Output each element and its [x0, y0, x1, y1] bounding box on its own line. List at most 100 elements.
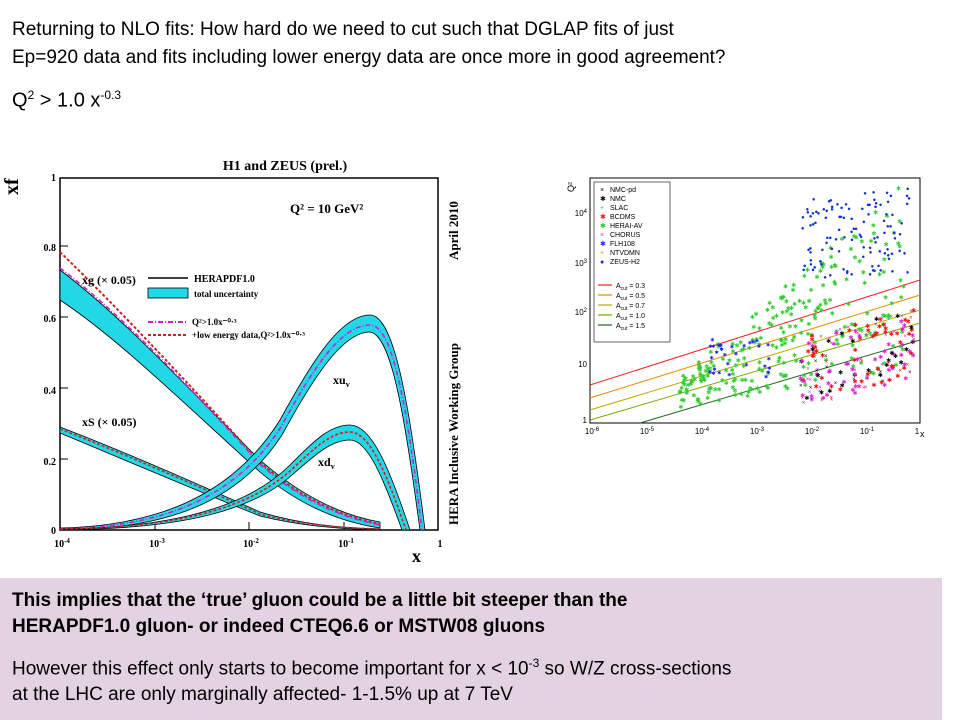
data-point: ✱	[898, 344, 903, 351]
data-point: ✱	[716, 343, 721, 350]
data-point: ✱	[859, 379, 864, 386]
data-point: ×	[818, 389, 822, 395]
data-point: ×	[899, 369, 903, 375]
data-point: ✱	[859, 238, 864, 245]
cut-rest: > 1.0 x	[34, 89, 101, 112]
data-point: ✱	[899, 319, 904, 326]
data-point: ●	[825, 235, 829, 241]
data-point: ●	[893, 236, 897, 242]
data-point: ✱	[890, 366, 895, 373]
data-point: ✱	[849, 321, 854, 328]
data-point: ✱	[814, 384, 819, 391]
data-point: ●	[873, 236, 877, 242]
data-point: ●	[879, 268, 883, 274]
data-point: ✱	[842, 324, 847, 331]
data-point: ✱	[739, 391, 744, 398]
data-point: ●	[876, 235, 880, 241]
data-point: ✱	[850, 387, 855, 394]
data-point: ✱	[834, 330, 839, 337]
data-point: ✱	[835, 341, 840, 348]
data-point: ✱	[859, 360, 864, 367]
kin-ytick: 104	[575, 209, 588, 218]
data-point: ×	[881, 379, 885, 385]
data-point: ✱	[710, 337, 714, 343]
data-point: ×	[889, 379, 893, 385]
data-point: ✱	[764, 374, 768, 380]
kin-xtick: 1	[915, 427, 920, 436]
data-point: ✱	[740, 377, 745, 384]
data-point: ✱	[713, 387, 718, 394]
data-point: ✱	[719, 347, 723, 353]
data-point: ×	[906, 363, 910, 369]
data-point: ✱	[821, 283, 826, 290]
data-point: ✱	[811, 354, 816, 361]
data-point: ●	[844, 202, 848, 208]
data-point: ●	[860, 206, 864, 212]
data-point: ✱	[679, 385, 684, 392]
data-point: ●	[862, 220, 866, 226]
legend-dataset-label: ZEUS-H2	[610, 259, 640, 266]
pdf-ytick: 0	[51, 526, 56, 537]
data-point: ✱	[840, 334, 845, 341]
data-point: ✱	[717, 371, 721, 377]
kin-ytick: 1	[583, 416, 588, 425]
data-point: ●	[892, 231, 896, 237]
data-point: ●	[809, 250, 813, 256]
data-point: ✱	[896, 185, 901, 192]
data-point: ✱	[829, 384, 834, 391]
data-point: ×	[856, 331, 860, 337]
data-point: ✱	[902, 323, 907, 330]
data-point: ✱	[889, 350, 894, 357]
data-point: ●	[870, 264, 874, 270]
pdf-ytick: 0.6	[44, 314, 57, 325]
data-point: ✱	[715, 342, 720, 349]
data-point: ✱	[804, 395, 809, 402]
data-point: ●	[872, 190, 876, 196]
data-point: ✱	[798, 375, 803, 382]
legend-cut-label: Acut = 0.7	[616, 303, 645, 312]
data-point: ●	[823, 275, 827, 281]
data-point: ✱	[711, 363, 716, 370]
data-point: ✱	[895, 313, 900, 320]
data-point: ✱	[826, 369, 831, 376]
legend-dataset-label: BCDMS	[610, 214, 636, 221]
data-point: ✱	[718, 343, 723, 350]
data-point: ✱	[809, 397, 814, 404]
data-point: ✱	[786, 306, 791, 313]
data-point: ✱	[806, 361, 811, 368]
data-point: ●	[850, 229, 854, 235]
data-point: ●	[889, 194, 893, 200]
data-point: ✱	[907, 348, 912, 355]
data-point: ✱	[829, 264, 834, 271]
data-point: ●	[861, 255, 865, 261]
data-point: ×	[865, 333, 869, 339]
data-point: ✱	[832, 262, 837, 269]
pdf-curves	[59, 251, 426, 531]
data-point: ✱	[911, 308, 916, 315]
data-point: ×	[880, 317, 884, 323]
data-point: ✱	[853, 347, 858, 354]
data-point: ✱	[821, 395, 826, 402]
data-point: ✱	[727, 357, 732, 364]
data-point: ✱	[704, 364, 709, 371]
data-point: ✱	[779, 295, 784, 302]
data-point: ✱	[802, 273, 807, 280]
data-point: ✱	[717, 387, 722, 394]
data-point: ✱	[743, 377, 748, 384]
data-point: ✱	[741, 346, 746, 353]
data-point: ✱	[767, 300, 772, 307]
data-point: ●	[883, 231, 887, 237]
data-point: ✱	[801, 364, 806, 371]
data-point: ✱	[824, 357, 829, 364]
data-point: ✱	[871, 382, 876, 389]
data-point: ✱	[882, 348, 887, 355]
data-point: ●	[842, 267, 846, 273]
data-point: ✱	[852, 357, 857, 364]
data-point: ●	[801, 215, 805, 221]
data-point: ✱	[730, 385, 735, 392]
xS-low-energy-line	[59, 428, 381, 530]
data-point: ✱	[770, 343, 775, 350]
data-point: ✱	[790, 338, 795, 345]
pdf-xtick: 10-1	[338, 537, 354, 550]
data-point: ✱	[784, 308, 789, 315]
